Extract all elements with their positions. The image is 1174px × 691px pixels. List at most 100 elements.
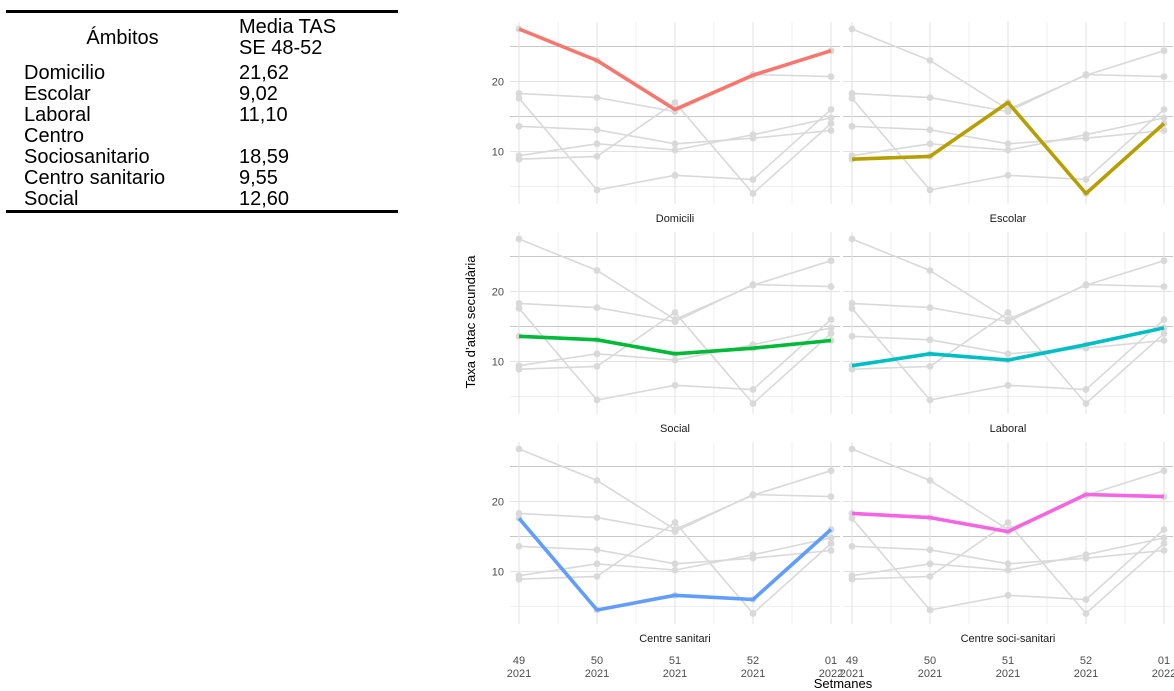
facet-centre-soci-sanitari: Centre soci-sanitari bbox=[843, 442, 1173, 645]
header-media: Media TAS SE 48-52 bbox=[239, 12, 398, 64]
table-row: Sociosanitario 18,59 bbox=[6, 147, 398, 168]
background-series-point bbox=[671, 309, 679, 316]
background-series-point bbox=[1160, 534, 1168, 542]
background-series-point bbox=[593, 350, 601, 358]
background-series-point bbox=[926, 304, 934, 311]
background-series-point bbox=[1004, 309, 1012, 316]
facet-strip-label: Escolar bbox=[990, 213, 1027, 225]
row-label: Centro bbox=[24, 125, 85, 147]
background-series-point bbox=[926, 396, 934, 404]
row-label: Domicilio bbox=[24, 62, 106, 84]
background-series-point bbox=[848, 445, 856, 453]
y-tick-label: 10 bbox=[492, 147, 504, 159]
background-series-point bbox=[1004, 591, 1012, 599]
background-series-point bbox=[515, 304, 523, 312]
background-series-point bbox=[515, 235, 523, 243]
background-series-point bbox=[671, 318, 679, 325]
background-series-point bbox=[1160, 526, 1168, 533]
x-tick-label: 49 2021 bbox=[507, 655, 531, 680]
background-series-point bbox=[827, 330, 835, 337]
background-series-point bbox=[1160, 47, 1168, 55]
facet-strip-label: Centre soci-sanitari bbox=[961, 633, 1056, 645]
y-tick-label: 10 bbox=[492, 357, 504, 369]
background-series-point bbox=[1004, 350, 1012, 358]
background-series-point bbox=[1082, 71, 1090, 78]
background-series-point bbox=[749, 176, 757, 183]
table-header-row: Ámbitos Media TAS SE 48-52 bbox=[6, 11, 398, 64]
x-tick-label: 50 2021 bbox=[585, 655, 609, 680]
background-series-point bbox=[848, 235, 856, 243]
background-series-point bbox=[1160, 283, 1168, 290]
background-series-point bbox=[515, 445, 523, 453]
background-series-point bbox=[848, 25, 856, 33]
background-series-point bbox=[926, 94, 934, 101]
facet-strip-label: Domicili bbox=[656, 213, 695, 225]
background-series-point bbox=[926, 57, 934, 64]
facet-domicili: 10 20 Domicili bbox=[492, 22, 840, 225]
facet-centre-sanitari: 10 20 Centre sanitari bbox=[492, 442, 840, 645]
x-tick-label: 51 2021 bbox=[996, 655, 1020, 680]
background-series-point bbox=[1082, 386, 1090, 393]
y-tick-label: 20 bbox=[492, 497, 504, 509]
background-series-point bbox=[926, 606, 934, 614]
series-line-centre-soci-sanitari bbox=[851, 492, 1165, 534]
background-series-point bbox=[926, 336, 934, 344]
row-value: 18,59 bbox=[239, 146, 290, 168]
series-line-escolar bbox=[851, 100, 1166, 196]
background-series-point bbox=[1160, 106, 1168, 113]
summary-table: Ámbitos Media TAS SE 48-52 Domicilio 21,6… bbox=[6, 10, 398, 213]
table-row: Laboral 11,10 bbox=[6, 105, 398, 126]
background-series-point bbox=[1160, 114, 1168, 122]
row-value: 9,55 bbox=[239, 167, 278, 189]
background-series-point bbox=[1082, 551, 1090, 559]
background-series-point bbox=[749, 400, 757, 407]
y-tick-label: 10 bbox=[492, 567, 504, 579]
background-series-point bbox=[1004, 318, 1012, 325]
x-axis-title: Setmanes bbox=[814, 676, 873, 691]
background-series-point bbox=[827, 106, 835, 113]
row-label: Escolar bbox=[24, 83, 91, 105]
x-tick-label: 52 2021 bbox=[741, 655, 765, 680]
background-series-point bbox=[671, 381, 679, 389]
x-tick-label: 01 2022 bbox=[819, 655, 843, 680]
background-series-point bbox=[1004, 108, 1012, 115]
facet-escolar: Escolar bbox=[843, 22, 1173, 225]
background-series-point bbox=[827, 547, 835, 554]
background-series-point bbox=[926, 140, 934, 148]
background-series-point bbox=[749, 551, 757, 559]
background-series-point bbox=[593, 94, 601, 101]
background-series-point bbox=[827, 316, 835, 323]
background-series-point bbox=[1160, 127, 1168, 134]
background-series-point bbox=[515, 300, 523, 307]
background-series-point bbox=[848, 514, 856, 522]
row-label: Centro sanitario bbox=[24, 167, 166, 189]
background-series-point bbox=[827, 257, 835, 265]
row-value: 9,02 bbox=[239, 83, 278, 105]
background-series-point bbox=[926, 477, 934, 484]
background-series-point bbox=[1082, 131, 1090, 139]
background-series-point bbox=[593, 514, 601, 521]
background-series-point bbox=[926, 363, 934, 370]
facet-panels: 10 20 Domicili Escolar 10 20 Social Laboral 10 20… bbox=[492, 22, 1173, 645]
background-series-point bbox=[926, 267, 934, 274]
table-row: Centro sanitario 9,55 bbox=[6, 168, 398, 189]
background-series-point bbox=[926, 126, 934, 134]
background-series-point bbox=[1160, 547, 1168, 554]
background-series-point bbox=[926, 573, 934, 580]
background-series-point bbox=[1160, 337, 1168, 344]
background-series-point bbox=[671, 519, 679, 526]
background-series-point bbox=[593, 573, 601, 580]
background-series-point bbox=[1082, 281, 1090, 288]
facet-social: 10 20 Social bbox=[492, 232, 840, 435]
background-series-point bbox=[593, 546, 601, 554]
background-series-point bbox=[671, 528, 679, 535]
background-series-point bbox=[848, 122, 856, 130]
background-series-point bbox=[593, 140, 601, 148]
facet-strip-label: Social bbox=[660, 423, 690, 435]
x-tick-label: 50 2021 bbox=[918, 655, 942, 680]
row-label: Laboral bbox=[24, 104, 91, 126]
background-series-point bbox=[926, 560, 934, 568]
x-tick-label: 49 2021 bbox=[840, 655, 864, 680]
